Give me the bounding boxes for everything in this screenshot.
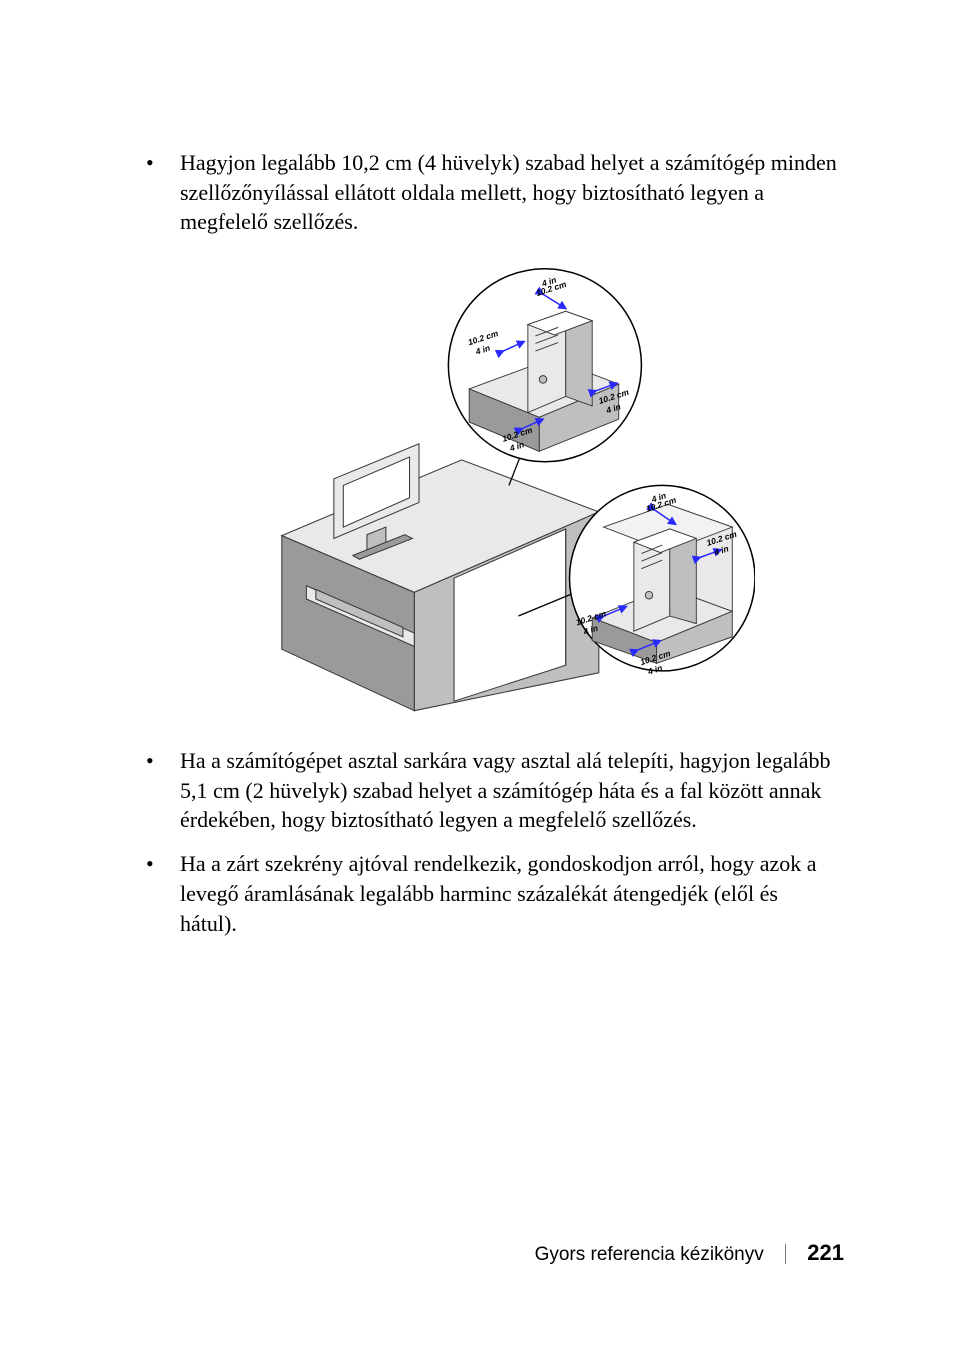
bullet-text-1: Hagyjon legalább 10,2 cm (4 hüvelyk) sza… — [180, 150, 837, 234]
bullet-text-2: Ha a számítógépet asztal sarkára vagy as… — [180, 748, 831, 832]
footer-divider — [785, 1244, 786, 1264]
bullet-item-1: Hagyjon legalább 10,2 cm (4 hüvelyk) sza… — [140, 148, 840, 237]
bullet-list-bottom: Ha a számítógépet asztal sarkára vagy as… — [140, 746, 840, 938]
clearance-diagram: 4 in 10.2 cm 10.2 cm 4 in 10.2 cm 4 in 1… — [225, 263, 755, 723]
page-footer: Gyors referencia kézikönyv 221 — [535, 1240, 844, 1266]
bullet-text-3: Ha a zárt szekrény ajtóval rendelkezik, … — [180, 851, 817, 935]
content-area: Hagyjon legalább 10,2 cm (4 hüvelyk) sza… — [140, 148, 840, 952]
footer-title: Gyors referencia kézikönyv — [535, 1244, 764, 1265]
bullet-list-top: Hagyjon legalább 10,2 cm (4 hüvelyk) sza… — [140, 148, 840, 237]
bullet-item-2: Ha a számítógépet asztal sarkára vagy as… — [140, 746, 840, 835]
figure-container: 4 in 10.2 cm 10.2 cm 4 in 10.2 cm 4 in 1… — [140, 263, 840, 728]
bullet-item-3: Ha a zárt szekrény ajtóval rendelkezik, … — [140, 849, 840, 938]
page: Hagyjon legalább 10,2 cm (4 hüvelyk) sza… — [0, 0, 954, 1352]
page-number: 221 — [807, 1240, 844, 1265]
